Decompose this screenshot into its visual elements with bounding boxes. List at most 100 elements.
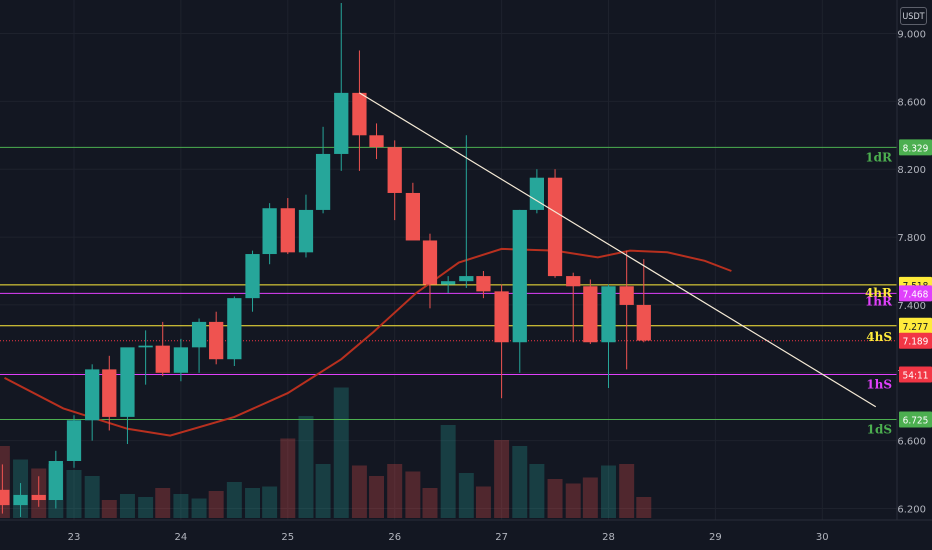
volume-bar [208,491,224,518]
price-badge-1hR [899,285,932,302]
candle-body[interactable] [120,347,135,417]
candle-body[interactable] [138,345,153,348]
volume-bar [565,483,581,518]
time-axis-bg [0,520,932,550]
y-tick-label: 7.400 [897,301,926,312]
candle-body[interactable] [476,276,491,292]
volume-bar [369,476,385,518]
volume-bar [245,488,261,518]
y-tick-label: 6.200 [897,505,926,516]
candle-body[interactable] [636,304,651,341]
candle-body[interactable] [48,461,63,501]
candle-body[interactable] [512,209,527,343]
candle-body[interactable] [245,254,260,299]
candle-body[interactable] [227,298,242,360]
candle-body[interactable] [459,276,474,282]
volume-bar [226,482,242,518]
price-badge-4hS [899,317,932,334]
level-label-4hR: 4hR [865,286,893,300]
level-label-1hS: 1hS [866,377,892,391]
volume-bar [601,465,616,518]
level-label-1dR: 1dR [865,150,893,164]
x-tick-label: 27 [495,532,508,543]
candle-body[interactable] [315,153,331,210]
candle-body[interactable] [601,286,616,343]
volume-bar [529,464,545,518]
y-tick-label: 8.600 [897,97,926,108]
x-tick-label: 23 [68,532,81,543]
volume-bar [101,500,117,518]
candle-body[interactable] [31,494,46,501]
x-tick-label: 24 [175,532,188,543]
candle-body[interactable] [441,281,456,285]
x-tick-label: 25 [281,532,294,543]
candle-body[interactable] [583,286,598,343]
candle-body[interactable] [547,177,563,277]
candle-body[interactable] [387,147,402,193]
volume-bar [119,494,135,518]
candle-body[interactable] [102,369,117,417]
time-axis[interactable]: 23 24 25 26 27 28 29 30 [0,519,932,550]
volume-bar [458,473,474,518]
volume-bar [0,446,10,518]
currency-unit-badge[interactable]: USDT [900,7,927,25]
volume-bar [636,497,652,518]
volume-bar [298,416,314,518]
volume-bar [262,486,278,518]
y-tick-label: 7.800 [897,233,926,244]
volume-bar [351,465,367,518]
price-badge-text-1hS: 54:11 [903,370,929,381]
candle-body[interactable] [529,177,545,210]
candle-body[interactable] [566,276,581,287]
candle-body[interactable] [298,209,314,253]
level-label-1hR: 1hR [865,294,893,308]
volume-bar [138,497,154,518]
x-tick-label: 30 [816,532,829,543]
volume-bar [333,387,349,518]
candle-body[interactable] [619,286,634,305]
candle-body[interactable] [262,208,277,255]
candle-body[interactable] [494,291,509,343]
price-badge-text-1dS: 6.725 [903,415,929,426]
candle-body[interactable] [13,494,28,506]
candle-body[interactable] [191,321,207,348]
trendline[interactable] [359,92,877,408]
y-tick-label: 8.200 [897,165,926,176]
level-label-4hS: 4hS [866,330,892,344]
candle-body[interactable] [0,489,10,506]
volume-bar [173,494,189,518]
price-badge-1dR [899,139,932,156]
volume-bar [405,471,421,518]
volume-bar [387,464,403,518]
candle-body[interactable] [280,208,295,253]
candle-body[interactable] [422,240,438,285]
volume-bar [155,488,171,518]
volume-bar [280,438,296,518]
candle-body[interactable] [85,369,100,421]
trendline-segment[interactable] [359,92,877,408]
level-label-1dS: 1dS [867,422,892,436]
volume-bar [315,464,331,518]
candle-body[interactable] [173,347,189,373]
volume-bar [494,440,510,518]
volume-bar [440,425,456,518]
volume-bar [422,488,438,518]
price-badge-text-price: 7.189 [903,337,929,348]
candle-body[interactable] [155,345,170,373]
volume-bar [66,470,82,518]
candle-body[interactable] [405,192,421,241]
candle-body[interactable] [334,92,349,154]
candles[interactable] [0,2,651,517]
y-tick-label: 6.600 [897,437,926,448]
price-badge-1hS [899,366,932,383]
candle-body[interactable] [352,92,367,136]
volume-bar [582,477,598,518]
candle-body[interactable] [369,135,384,148]
candle-body[interactable] [209,321,224,360]
volume-bar [475,486,491,518]
candle-body[interactable] [66,420,82,461]
